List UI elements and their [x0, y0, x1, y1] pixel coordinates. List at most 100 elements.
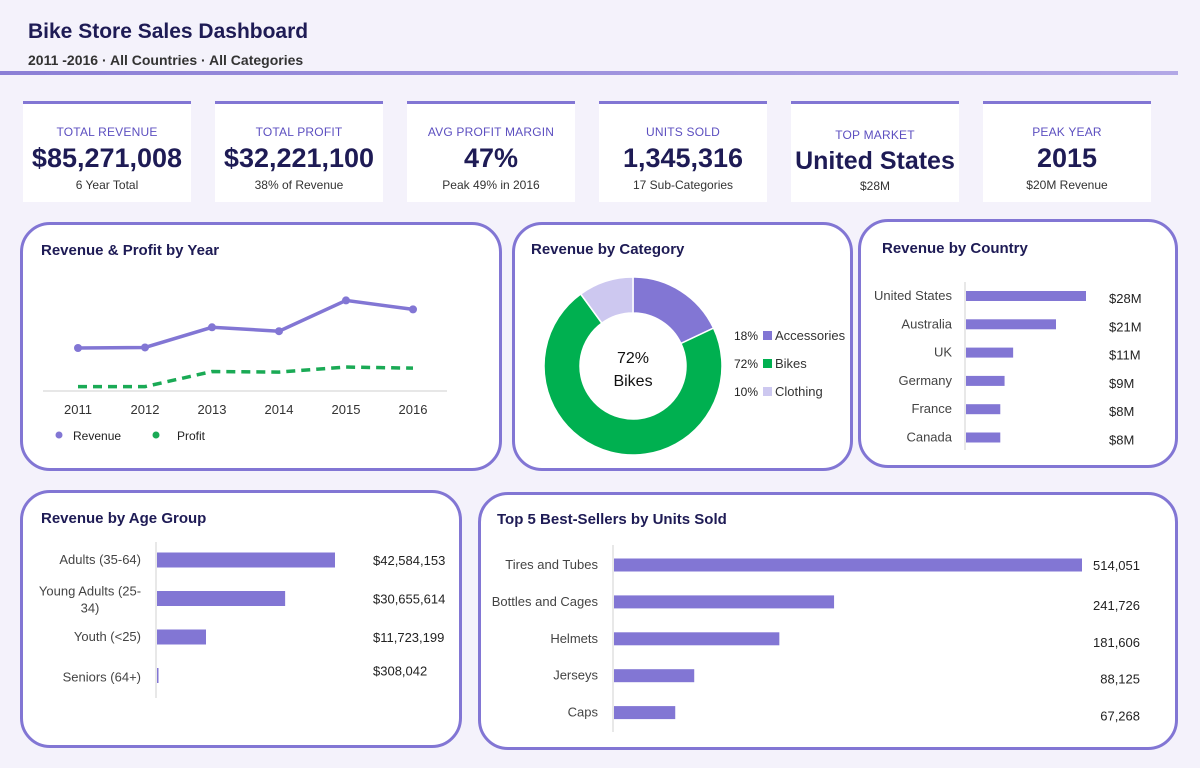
- value-label: $42,584,153: [373, 553, 445, 568]
- kpi-value: 47%: [463, 143, 519, 173]
- donut-center-value: 72%: [617, 350, 649, 367]
- x-tick-label: 2011: [64, 402, 92, 417]
- donut-slice-bikes: [543, 292, 723, 456]
- card-title: Revenue & Profit by Year: [41, 242, 220, 259]
- legend-profit-marker: [152, 431, 160, 439]
- kpi-top-market: TOP MARKET United States $28M: [791, 101, 959, 202]
- kpi-value: 1,345,316: [622, 143, 744, 173]
- value-label: 514,051: [1093, 558, 1140, 573]
- value-label: 181,606: [1093, 635, 1140, 650]
- category-label: Germany: [899, 373, 953, 388]
- series-revenue-line: [77, 298, 414, 350]
- bar: [157, 552, 335, 568]
- country-bar-chart: United States $28M Australia $21M UK $11M Germ…: [874, 282, 1142, 450]
- bar: [966, 375, 1005, 386]
- page-title: Bike Store Sales Dashboard: [28, 20, 309, 43]
- value-label: $30,655,614: [373, 592, 445, 607]
- kpi-sub: 17 Sub-Categories: [632, 178, 734, 192]
- category-label: Youth (<25): [74, 629, 141, 644]
- bar: [966, 404, 1001, 415]
- series-profit-line: [78, 365, 414, 389]
- kpi-label: UNITS SOLD: [645, 125, 720, 139]
- kpi-units-sold: UNITS SOLD 1,345,316 17 Sub-Categories: [599, 101, 767, 202]
- donut-chart: 72% Bikes 18% Accessories 72% Bikes 10% Clothin…: [543, 276, 846, 456]
- bar: [614, 706, 676, 720]
- revenue-point: [342, 296, 350, 305]
- category-label: Caps: [568, 705, 599, 720]
- bar: [157, 629, 207, 645]
- line-chart-card: Revenue & Profit by Year 2011 2012 2013 201…: [20, 222, 502, 471]
- bar: [157, 668, 159, 683]
- donut-slice-clothing: [579, 276, 634, 325]
- legend-pct-label: 10%: [734, 385, 758, 399]
- kpi-sub: $20M Revenue: [1026, 178, 1108, 192]
- bar: [966, 347, 1014, 358]
- legend-revenue-label: Revenue: [73, 429, 121, 443]
- x-tick-label: 2012: [131, 402, 160, 417]
- revenue-point: [74, 344, 82, 352]
- value-label: $11M: [1109, 348, 1141, 363]
- kpi-value: United States: [795, 147, 955, 175]
- sellers-chart-card: Top 5 Best-Sellers by Units Sold Tires a…: [478, 492, 1178, 750]
- category-label: 34): [81, 601, 100, 616]
- value-label: $28M: [1109, 291, 1142, 306]
- category-label: Tires and Tubes: [505, 557, 598, 572]
- category-label: Young Adults (25-: [39, 584, 141, 599]
- kpi-label: TOTAL PROFIT: [255, 125, 343, 139]
- kpi-label: TOTAL REVENUE: [56, 125, 158, 139]
- legend-profit-label: Profit: [177, 429, 206, 443]
- bar: [614, 558, 1082, 572]
- kpi-value: $32,221,100: [223, 143, 375, 173]
- kpi-total-revenue: TOTAL REVENUE $85,271,008 6 Year Total: [23, 101, 191, 202]
- revenue-point: [275, 327, 283, 336]
- value-label: 67,268: [1100, 709, 1140, 724]
- legend-pct-label: 18%: [734, 329, 758, 343]
- bar: [966, 291, 1086, 301]
- kpi-peak-year: PEAK YEAR 2015 $20M Revenue: [983, 101, 1151, 202]
- page-subtitle: 2011 -2016 · All Countries · All Categor…: [28, 52, 304, 68]
- value-label: $8M: [1109, 433, 1134, 448]
- revenue-point: [141, 343, 149, 352]
- bar: [614, 669, 695, 683]
- category-label: United States: [874, 288, 953, 303]
- sellers-bar-chart: Tires and Tubes 514,051 Bottles and Cages 2…: [492, 545, 1140, 732]
- category-label: Bottles and Cages: [492, 594, 599, 609]
- kpi-sub: 6 Year Total: [75, 178, 139, 192]
- country-chart-card: Revenue by Country United States $28M Aust…: [858, 219, 1178, 468]
- line-chart: 2011 2012 2013 2014 2015 2016 Revenue Profit: [43, 296, 447, 443]
- age-bar-chart: Adults (35-64) $42,584,153 Young Adults (2…: [39, 542, 445, 698]
- revenue-point: [208, 323, 216, 332]
- age-chart-card: Revenue by Age Group Adults (35-64) $42,5…: [20, 490, 462, 748]
- kpi-value: 2015: [1036, 143, 1098, 173]
- kpi-sub: 38% of Revenue: [254, 178, 344, 192]
- value-label: $21M: [1109, 319, 1142, 334]
- value-label: $9M: [1109, 376, 1134, 391]
- x-tick-label: 2016: [399, 402, 428, 417]
- card-title: Revenue by Category: [531, 241, 685, 258]
- legend-label: Bikes: [775, 356, 807, 371]
- value-label: $11,723,199: [373, 630, 444, 645]
- kpi-value: $85,271,008: [31, 143, 183, 173]
- kpi-total-profit: TOTAL PROFIT $32,221,100 38% of Revenue: [215, 101, 383, 202]
- value-label: $308,042: [373, 664, 427, 679]
- kpi-sub: Peak 49% in 2016: [442, 178, 540, 192]
- card-title: Revenue by Age Group: [41, 510, 207, 527]
- bar: [614, 595, 835, 609]
- card-title: Top 5 Best-Sellers by Units Sold: [497, 511, 727, 528]
- bar: [966, 319, 1056, 330]
- bar: [614, 632, 780, 646]
- kpi-label: AVG PROFIT MARGIN: [427, 125, 555, 139]
- donut-center-label: Bikes: [613, 373, 652, 390]
- legend-pct-label: 72%: [734, 357, 758, 371]
- kpi-avg-profit-margin: AVG PROFIT MARGIN 47% Peak 49% in 2016: [407, 101, 575, 202]
- kpi-label: TOP MARKET: [835, 128, 915, 142]
- x-tick-label: 2015: [332, 402, 361, 417]
- card-title: Revenue by Country: [882, 240, 1028, 257]
- category-label: Canada: [906, 430, 952, 445]
- donut-chart-card: Revenue by Category 72% Bikes 18% Accessori…: [512, 222, 853, 471]
- bar: [157, 591, 286, 606]
- title-divider: [0, 71, 1178, 75]
- kpi-label: PEAK YEAR: [1032, 125, 1102, 139]
- x-tick-label: 2013: [198, 402, 227, 417]
- legend-swatch: [763, 359, 772, 368]
